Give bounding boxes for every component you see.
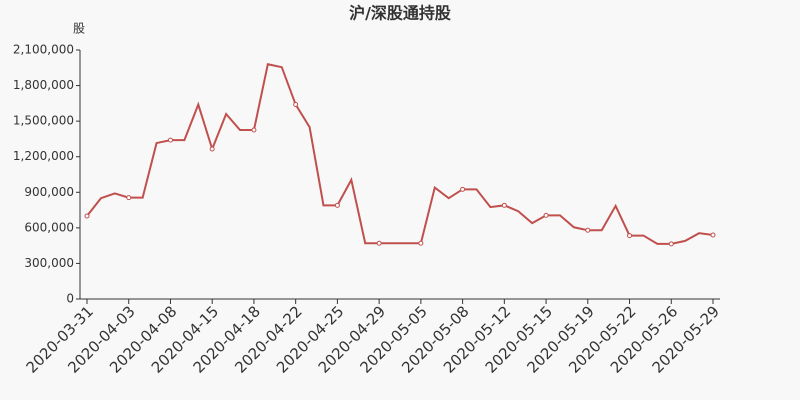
point-marker [209, 146, 215, 152]
y-tick-label: 1,800,000 [13, 78, 74, 92]
line-series [86, 63, 714, 245]
point-marker [126, 195, 132, 201]
point-marker [501, 202, 507, 208]
point-marker [84, 213, 90, 219]
point-marker [334, 202, 340, 208]
y-tick-label: 1,500,000 [13, 114, 74, 128]
y-axis-unit: 股 [73, 22, 85, 36]
point-marker [376, 240, 382, 246]
y-tick-label: 1,200,000 [13, 149, 74, 163]
point-marker [585, 227, 591, 233]
y-tick-label: 0 [66, 292, 74, 306]
point-marker [418, 240, 424, 246]
point-marker [668, 241, 674, 247]
point-marker [293, 102, 299, 108]
chart-title: 沪/深股通持股 [349, 4, 452, 23]
point-marker [167, 137, 173, 143]
point-marker [251, 127, 257, 133]
point-marker [460, 186, 466, 192]
point-marker [627, 233, 633, 239]
point-marker [710, 232, 716, 238]
point-marker [543, 212, 549, 218]
y-tick-label: 2,100,000 [13, 43, 74, 57]
y-tick-label: 600,000 [24, 220, 74, 234]
y-tick-label: 300,000 [24, 256, 74, 270]
y-tick-label: 900,000 [24, 185, 74, 199]
